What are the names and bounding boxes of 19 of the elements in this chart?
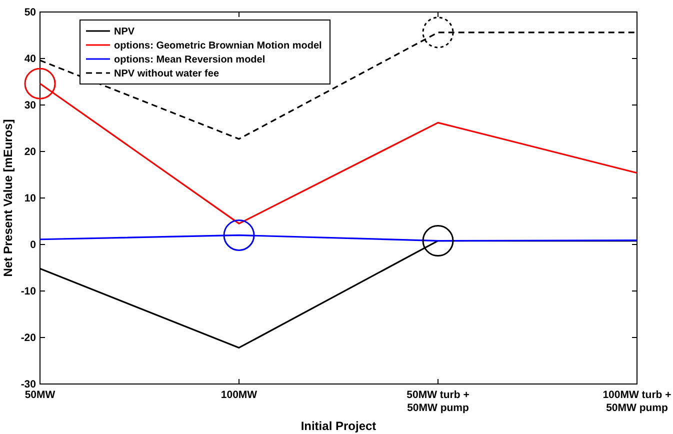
y-tick-label: -30: [20, 378, 36, 391]
x-tick-label: 100MW turb + 50MW pump: [602, 389, 672, 414]
y-tick-label: 30: [24, 100, 36, 112]
y-tick-label: 20: [24, 146, 36, 158]
x-tick-label: 100MW: [220, 389, 258, 401]
y-axis-title: Net Present Value [mEuros]: [1, 119, 15, 277]
y-tick-label: 40: [24, 53, 36, 66]
x-axis-title: Initial Project: [300, 419, 376, 433]
legend-label: options: Mean Reversion model: [114, 54, 266, 66]
y-tick-label: -10: [20, 286, 36, 298]
y-tick-label: -20: [20, 332, 36, 344]
y-tick-label: 10: [24, 192, 36, 205]
x-tick-label: 50MW: [24, 389, 56, 401]
legend-label: NPV: [114, 26, 135, 38]
y-tick-label: 0: [30, 239, 36, 252]
legend-label: options: Geometric Brownian Motion model: [114, 40, 322, 52]
legend-label: NPV without water fee: [114, 68, 220, 80]
y-tick-label: 50: [24, 6, 36, 19]
x-tick-label: 50MW turb + 50MW pump: [406, 389, 470, 414]
